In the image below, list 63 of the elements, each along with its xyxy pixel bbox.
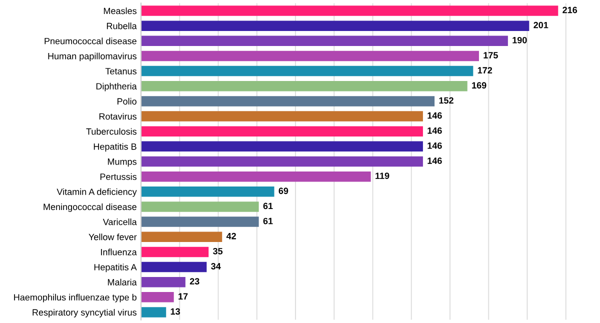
bar: [141, 126, 423, 136]
bar: [141, 6, 558, 16]
bar: [141, 171, 371, 182]
y-tick-label: Diphtheria: [96, 82, 137, 92]
bar: [141, 276, 186, 288]
bar: [141, 81, 468, 92]
bar: [141, 202, 259, 212]
data-label: 146: [428, 142, 442, 149]
y-tick-label: Varicella: [102, 218, 137, 226]
bar: [141, 66, 474, 76]
y-tick-label: Malaria: [108, 278, 137, 286]
bar: [141, 246, 209, 258]
y-tick-label: Haemophilus influenzae type b: [14, 294, 136, 302]
y-tick-label: Hepatitis B: [94, 143, 136, 152]
bar: [141, 307, 166, 318]
bar: [141, 156, 423, 167]
data-label: 175: [484, 52, 498, 58]
y-tick-label: Tetanus: [105, 68, 137, 74]
bar: [141, 216, 259, 227]
data-label: 146: [428, 158, 442, 164]
y-tick-label: Vitamin A deficiency: [56, 188, 137, 197]
y-tick-label: Hepatitis A: [94, 264, 137, 272]
bar: [141, 232, 222, 242]
data-label: 172: [478, 67, 492, 74]
y-tick-label: Mumps: [108, 158, 137, 167]
y-tick-label: Meningococcal disease: [44, 203, 136, 212]
data-label: 34: [211, 263, 221, 270]
bar: [141, 50, 479, 62]
data-label: 169: [472, 82, 486, 89]
data-label: 216: [562, 6, 578, 14]
bar: [141, 36, 508, 46]
y-tick-label: Pertussis: [100, 173, 137, 180]
data-label: 23: [190, 278, 200, 285]
y-tick-label: Respiratory syncytial virus: [32, 308, 137, 318]
data-label: 17: [178, 293, 188, 300]
y-tick-label: Rubella: [106, 22, 137, 30]
bar: [141, 96, 435, 106]
data-label: 61: [263, 202, 273, 210]
data-label: 13: [170, 308, 180, 315]
y-tick-label: Tuberculosis: [86, 128, 137, 135]
data-label: 42: [226, 232, 236, 240]
bar: [141, 262, 207, 272]
bar: [141, 186, 274, 197]
y-tick-label: Measles: [104, 7, 137, 14]
data-label: 190: [512, 36, 527, 44]
data-label: 146: [428, 127, 442, 134]
y-tick-label: Influenza: [101, 248, 137, 256]
y-tick-label: Human papillomavirus: [48, 52, 137, 62]
bar: [141, 292, 174, 302]
y-tick-label: Polio: [118, 98, 136, 105]
y-tick-label: Yellow fever: [88, 234, 137, 240]
bar: [141, 20, 530, 31]
y-tick-label: Pneumococcal disease: [44, 38, 136, 44]
bar: [141, 111, 423, 122]
y-tick-label: Rotavirus: [99, 113, 137, 120]
data-label: 61: [263, 218, 273, 224]
data-label: 201: [534, 22, 548, 28]
bar: [141, 141, 423, 152]
data-label: 146: [428, 112, 442, 119]
data-label: 69: [278, 188, 288, 194]
data-label: 152: [439, 97, 454, 104]
data-label: 119: [376, 172, 390, 179]
data-label: 35: [212, 248, 223, 254]
